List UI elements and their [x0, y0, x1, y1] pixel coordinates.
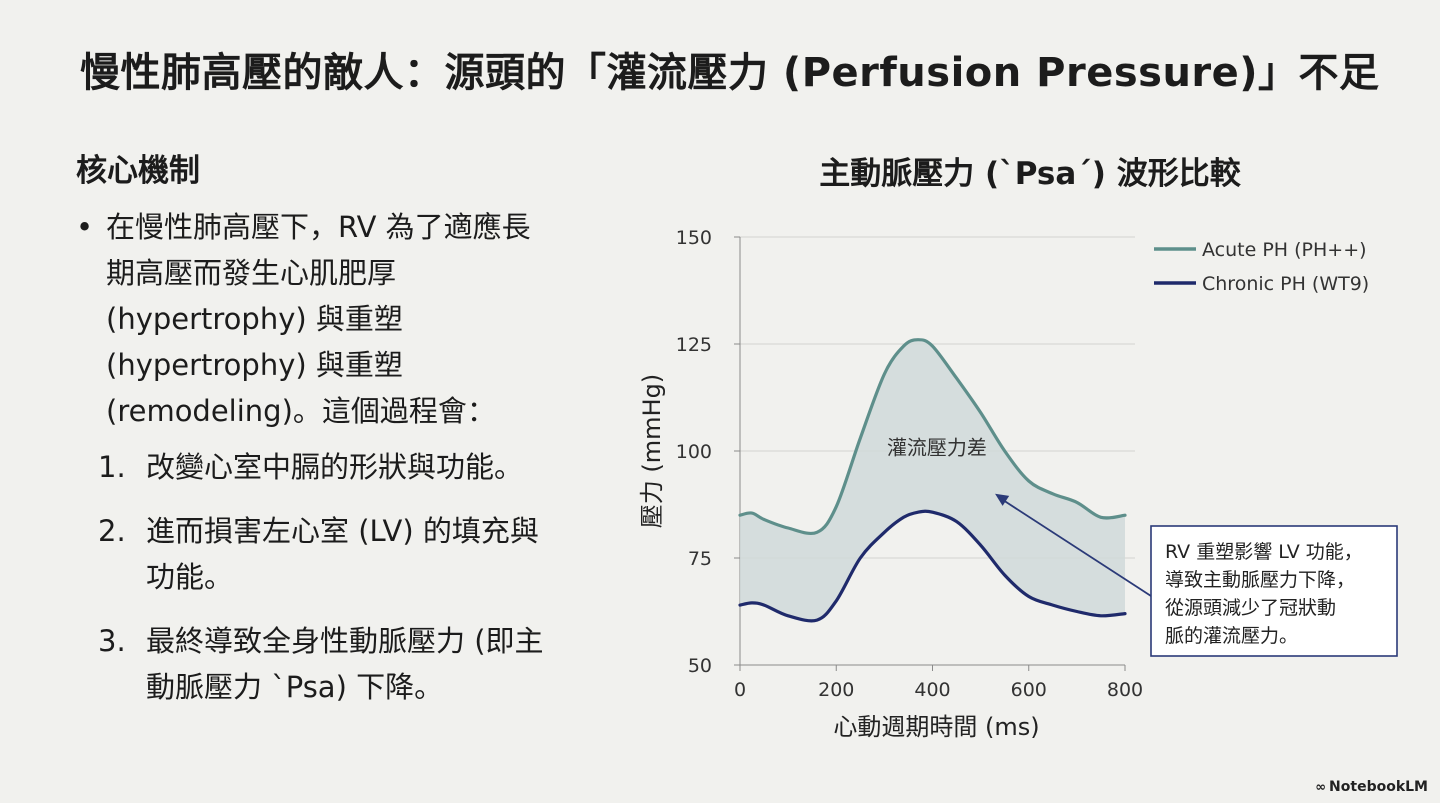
x-axis-label: 心動週期時間 (ms) [833, 713, 1039, 741]
region-label: 灌流壓力差 [887, 436, 987, 460]
watermark: ∞ NotebookLM [1315, 779, 1428, 795]
chart-title: 主動脈壓力 (`Psa´) 波形比較 [819, 156, 1241, 192]
x-tick-label: 0 [734, 679, 746, 701]
annotation-text-line: RV 重塑影響 LV 功能， [1165, 541, 1363, 563]
step-line: 功能。 [146, 560, 234, 594]
bullet-line: 期高壓而發生心肌肥厚 [106, 256, 397, 290]
annotation-text-line: 脈的灌流壓力。 [1165, 625, 1298, 647]
annotation-arrow-line [1000, 498, 1152, 597]
bullet-line: (remodeling)。這個過程會： [106, 394, 496, 428]
slide-title: 慢性肺高壓的敵人：源頭的「灌流壓力 (Perfusion Pressure)」不… [80, 50, 1380, 96]
step-line: 改變心室中膈的形狀與功能。 [146, 450, 524, 484]
y-tick-label: 125 [676, 334, 712, 356]
annotation-box [1150, 525, 1398, 657]
step-line: 最終導致全身性動脈壓力 (即主 [146, 624, 544, 658]
numbered-steps: 1. 改變心室中膈的形狀與功能。 2. 進而損害左心室 (LV) 的填充與 功能… [76, 444, 636, 710]
y-tick-label: 75 [688, 548, 712, 570]
step-number: 1. [98, 450, 126, 484]
step-number: 3. [98, 624, 126, 658]
bullet-item: • 在慢性肺高壓下，RV 為了適應長 期高壓而發生心肌肥厚 (hypertrop… [76, 204, 636, 434]
y-axis-label: 壓力 (mmHg) [638, 374, 666, 528]
bullet-dot: • [76, 210, 94, 244]
step-item: 2. 進而損害左心室 (LV) 的填充與 功能。 [76, 508, 636, 600]
watermark-text: NotebookLM [1329, 779, 1428, 795]
step-line: 進而損害左心室 (LV) 的填充與 [146, 514, 539, 548]
step-number: 2. [98, 514, 126, 548]
y-tick-label: 50 [688, 655, 712, 677]
x-tick-label: 400 [914, 679, 950, 701]
series-line-chronic-ph [738, 509, 1127, 623]
step-line: 動脈壓力 `Psa) 下降。 [146, 670, 444, 704]
annotation-arrowhead-icon [995, 493, 1010, 506]
bullet-line: 在慢性肺高壓下，RV 為了適應長 [106, 210, 531, 244]
bullet-line: (hypertrophy) 與重塑 [106, 348, 403, 382]
section-heading: 核心機制 [76, 153, 200, 189]
step-item: 1. 改變心室中膈的形狀與功能。 [76, 444, 636, 490]
mechanism-panel: 核心機制 • 在慢性肺高壓下，RV 為了適應長 期高壓而發生心肌肥厚 (hype… [76, 145, 636, 728]
x-tick-label: 600 [1011, 679, 1047, 701]
y-tick-label: 150 [676, 227, 712, 249]
annotation-text-line: 從源頭減少了冠狀動 [1165, 597, 1336, 619]
x-tick-label: 800 [1107, 679, 1143, 701]
bullet-line: (hypertrophy) 與重塑 [106, 302, 403, 336]
perfusion-gap-area [740, 339, 1125, 621]
series-line-acute-ph [738, 338, 1127, 536]
x-tick-label: 200 [818, 679, 854, 701]
legend-label: Acute PH (PH++) [1202, 239, 1367, 261]
annotation-text-line: 導致主動脈壓力下降， [1165, 569, 1355, 591]
step-item: 3. 最終導致全身性動脈壓力 (即主 動脈壓力 `Psa) 下降。 [76, 618, 636, 710]
y-tick-label: 100 [676, 441, 712, 463]
pressure-chart: 50 75 100 125 150 0 200 400 600 800 心動週期時間 (ms) 壓力 … [638, 227, 1398, 741]
legend-label: Chronic PH (WT9) [1202, 273, 1369, 295]
notebooklm-logo-icon: ∞ [1315, 780, 1327, 795]
